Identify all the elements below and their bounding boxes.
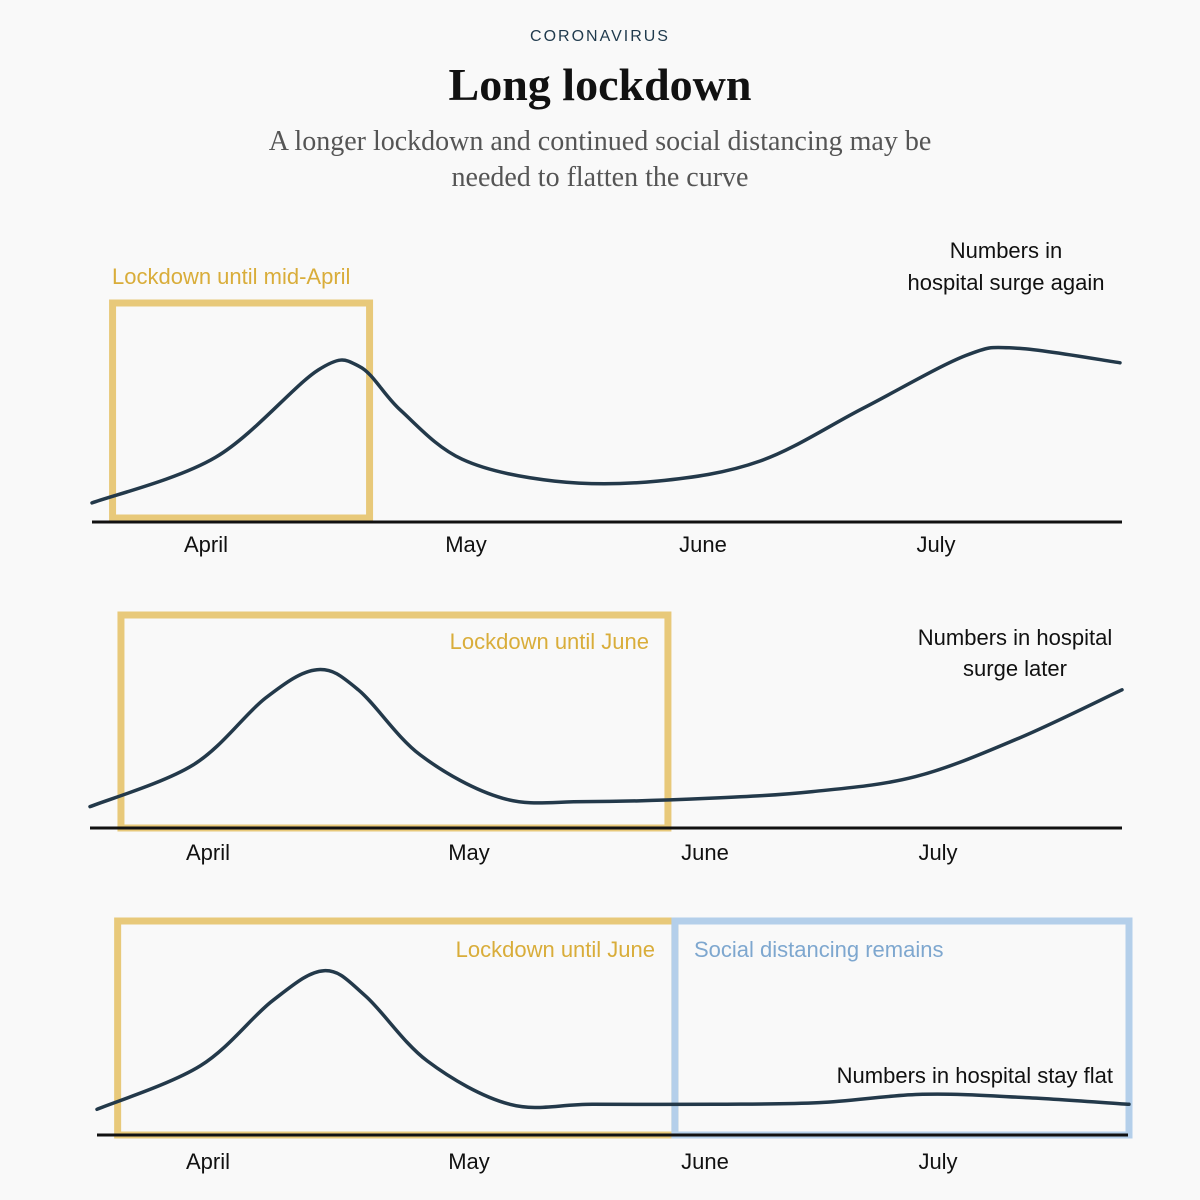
annotation-line-2-2: surge later xyxy=(963,656,1067,681)
month-label-june-3: June xyxy=(681,1149,729,1174)
page-title: Long lockdown xyxy=(448,59,752,110)
section-kicker: CORONAVIRUS xyxy=(530,28,670,45)
month-label-july-3: July xyxy=(918,1149,957,1174)
lockdown-label-2: Lockdown until June xyxy=(450,629,649,654)
hospital-curve-1 xyxy=(90,345,1122,505)
month-label-april-1: April xyxy=(184,532,228,557)
month-label-april-3: April xyxy=(186,1149,230,1174)
lockdown-label-3: Lockdown until June xyxy=(456,937,655,962)
month-label-june-1: June xyxy=(679,532,727,557)
annotation-line-3-1: Numbers in hospital stay flat xyxy=(837,1063,1113,1088)
month-label-july-1: July xyxy=(916,532,955,557)
month-label-june-2: June xyxy=(681,840,729,865)
month-label-april-2: April xyxy=(186,840,230,865)
month-label-may-3: May xyxy=(448,1149,490,1174)
month-label-may-2: May xyxy=(448,840,490,865)
hospital-curve-3 xyxy=(95,968,1131,1112)
annotation-line-1-1: Numbers in xyxy=(950,238,1062,263)
annotation-line-1-2: hospital surge again xyxy=(908,270,1105,295)
annotation-line-2-1: Numbers in hospital xyxy=(918,625,1112,650)
month-label-may-1: May xyxy=(445,532,487,557)
distancing-label-3: Social distancing remains xyxy=(694,937,943,962)
lockdown-label-1: Lockdown until mid-April xyxy=(112,264,350,289)
page-subtitle: A longer lockdown and continued social d… xyxy=(268,126,932,193)
lockdown-box-1-1 xyxy=(109,299,374,522)
hospital-curve-2 xyxy=(88,667,1124,809)
month-label-july-2: July xyxy=(918,840,957,865)
